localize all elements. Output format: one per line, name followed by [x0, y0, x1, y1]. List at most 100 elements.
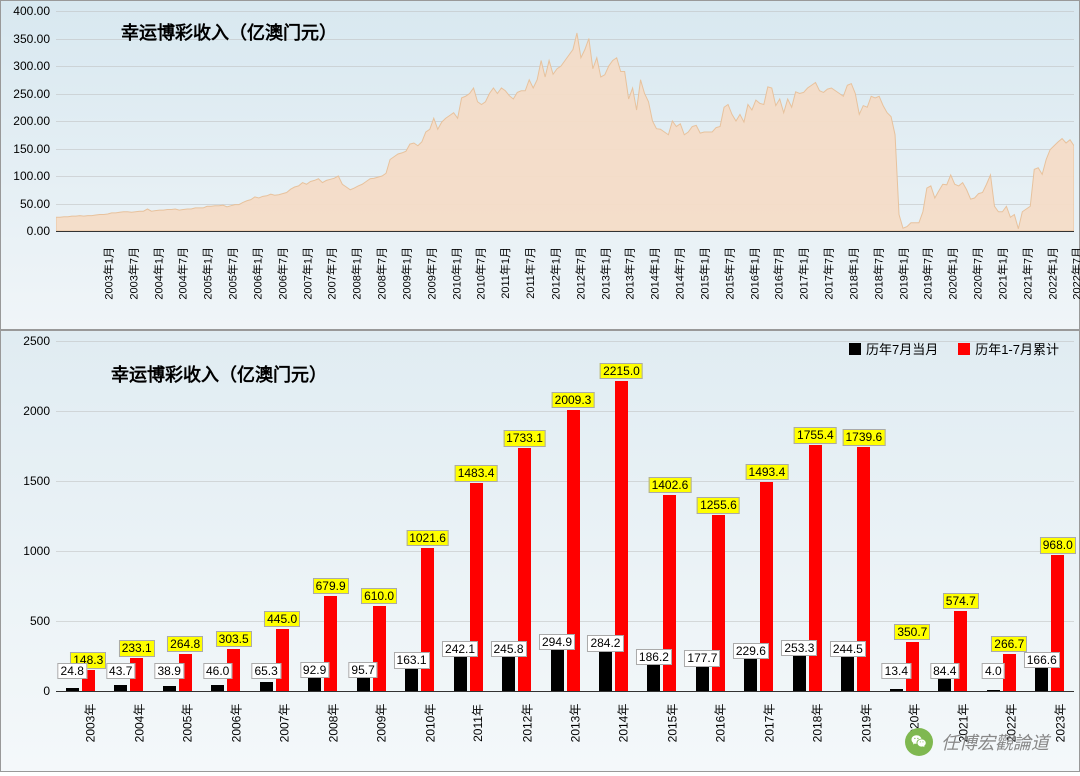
x-tick-label: 2004年1月	[150, 247, 166, 300]
x-tick-label: 2015年1月	[696, 247, 712, 300]
x-tick-label: 2016年1月	[746, 247, 762, 300]
x-tick-label: 2019年1月	[895, 247, 911, 300]
x-tick-label: 2007年7月	[324, 247, 340, 300]
x-tick-label: 2013年7月	[622, 247, 638, 300]
x-tick-label: 2014年7月	[672, 247, 688, 300]
x-tick-label: 2011年7月	[522, 247, 538, 299]
x-tick-label: 2008年7月	[374, 247, 390, 300]
data-label-july: 38.9	[155, 663, 184, 679]
bar-july	[938, 679, 951, 691]
data-label-july: 186.2	[636, 649, 672, 665]
bar-july	[793, 656, 806, 691]
x-tick-label: 2019年7月	[920, 247, 936, 300]
x-tick-label: 2003年	[82, 704, 99, 743]
bar-july	[647, 665, 660, 691]
x-tick-label: 2007年1月	[299, 247, 315, 300]
data-label-cumulative: 1733.1	[503, 430, 546, 446]
legend-label: 历年1-7月累计	[975, 339, 1059, 358]
data-label-july: 166.6	[1024, 652, 1060, 668]
area-chart-plot: 2003年1月2003年7月2004年1月2004年7月2005年1月2005年…	[56, 11, 1074, 331]
x-tick-label: 2016年7月	[771, 247, 787, 300]
data-label-july: 43.7	[106, 663, 135, 679]
data-label-cumulative: 1021.6	[406, 530, 449, 546]
y-tick-label: 0.00	[27, 224, 50, 238]
bar-july	[696, 666, 709, 691]
watermark: 任博宏觀論道	[905, 728, 1049, 756]
y-tick-label: 2000	[23, 404, 50, 418]
x-tick-label: 2005年1月	[200, 247, 216, 300]
x-tick-label: 2011年1月	[497, 247, 513, 299]
bar-july	[1035, 668, 1048, 691]
y-tick-label: 0	[43, 684, 50, 698]
x-tick-label: 2010年7月	[473, 247, 489, 300]
bar-cumulative	[470, 483, 483, 691]
y-tick-label: 1000	[23, 544, 50, 558]
x-tick-label: 2008年1月	[349, 247, 365, 300]
bar-cumulative	[276, 629, 289, 691]
data-label-cumulative: 2215.0	[600, 363, 643, 379]
x-tick-label: 2004年7月	[175, 247, 191, 300]
x-tick-label: 2022年1月	[1044, 247, 1060, 300]
data-label-july: 13.4	[882, 663, 911, 679]
data-label-cumulative: 445.0	[264, 611, 300, 627]
data-label-cumulative: 266.7	[991, 636, 1027, 652]
x-tick-label: 2018年	[809, 704, 826, 743]
x-tick-label: 2016年	[712, 704, 729, 743]
y-tick-label: 50.00	[20, 197, 50, 211]
data-label-july: 24.8	[58, 663, 87, 679]
data-label-july: 284.2	[587, 635, 623, 651]
data-label-cumulative: 1739.6	[842, 429, 885, 445]
data-label-july: 242.1	[442, 641, 478, 657]
x-tick-label: 2006年	[227, 704, 244, 743]
data-label-cumulative: 233.1	[119, 640, 155, 656]
bar-chart-title: 幸运博彩收入（亿澳门元）	[111, 361, 327, 387]
legend-label: 历年7月当月	[866, 339, 938, 358]
data-label-cumulative: 1493.4	[746, 464, 789, 480]
x-tick-label: 2017年	[760, 704, 777, 743]
data-label-july: 245.8	[491, 641, 527, 657]
y-tick-label: 100.00	[13, 169, 50, 183]
bar-chart: 148.324.82003年233.143.72004年264.838.9200…	[0, 330, 1080, 772]
x-tick-label: 2008年	[324, 704, 341, 743]
data-label-cumulative: 1483.4	[455, 465, 498, 481]
data-label-cumulative: 1255.6	[697, 497, 740, 513]
x-tick-label: 2020年1月	[945, 247, 961, 300]
x-tick-label: 2020年7月	[970, 247, 986, 300]
data-label-july: 4.0	[982, 663, 1005, 679]
y-tick-label: 150.00	[13, 142, 50, 156]
area-chart: 2003年1月2003年7月2004年1月2004年7月2005年1月2005年…	[0, 0, 1080, 330]
y-tick-label: 200.00	[13, 114, 50, 128]
x-tick-label: 2006年7月	[274, 247, 290, 300]
x-tick-label: 2014年	[615, 704, 632, 743]
data-label-cumulative: 350.7	[894, 624, 930, 640]
x-tick-label: 2003年1月	[101, 247, 117, 300]
data-label-cumulative: 2009.3	[552, 392, 595, 408]
bar-july	[357, 678, 370, 691]
data-label-july: 65.3	[251, 663, 280, 679]
x-tick-label: 2010年1月	[448, 247, 464, 300]
x-tick-label: 2017年1月	[796, 247, 812, 300]
y-tick-label: 1500	[23, 474, 50, 488]
x-tick-label: 2013年	[566, 704, 583, 743]
x-tick-label: 2009年1月	[399, 247, 415, 300]
bar-chart-legend: 历年7月当月 历年1-7月累计	[849, 339, 1059, 358]
x-tick-label: 2019年	[857, 704, 874, 743]
x-tick-label: 2015年7月	[721, 247, 737, 300]
x-tick-label: 2004年	[130, 704, 147, 743]
data-label-july: 229.6	[733, 643, 769, 659]
data-label-cumulative: 574.7	[943, 593, 979, 609]
bar-july	[599, 651, 612, 691]
data-label-cumulative: 610.0	[361, 588, 397, 604]
x-tick-label: 2009年	[372, 704, 389, 743]
x-tick-label: 2014年1月	[647, 247, 663, 300]
bar-july	[405, 668, 418, 691]
x-tick-label: 2021年1月	[994, 247, 1010, 300]
data-label-july: 177.7	[684, 650, 720, 666]
bar-cumulative	[373, 606, 386, 691]
data-label-cumulative: 303.5	[216, 631, 252, 647]
bar-july	[744, 659, 757, 691]
x-tick-label: 2022年7月	[1069, 247, 1080, 300]
data-label-july: 163.1	[394, 652, 430, 668]
bar-cumulative	[1003, 654, 1016, 691]
data-label-cumulative: 679.9	[313, 578, 349, 594]
